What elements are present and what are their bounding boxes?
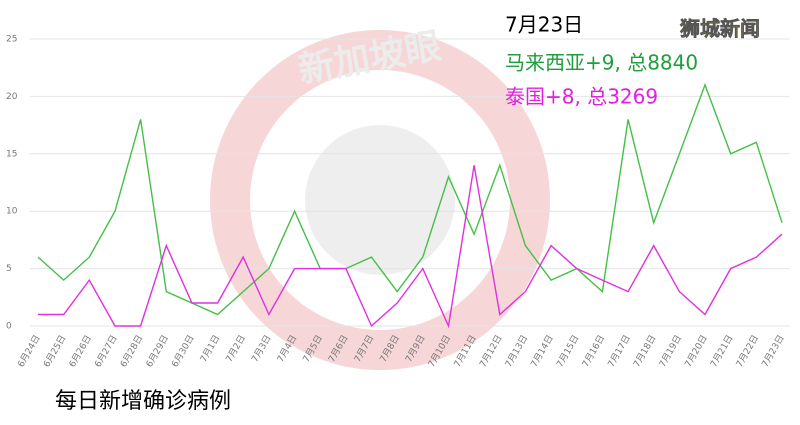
y-tick-label: 0 <box>6 322 12 332</box>
y-tick-label: 10 <box>6 207 18 217</box>
x-tick-label: 7月23日 <box>760 333 787 369</box>
x-tick-label: 7月18日 <box>631 333 658 369</box>
annotation: 7月23日 <box>505 13 583 37</box>
annotation: 马来西亚+9, 总8840 <box>505 51 698 75</box>
y-tick-label: 25 <box>6 35 17 45</box>
watermark-ring <box>210 30 550 370</box>
x-tick-label: 6月25日 <box>41 333 68 369</box>
y-tick-label: 20 <box>6 92 18 102</box>
x-tick-label: 7月13日 <box>503 333 530 369</box>
annotation: 泰国+8, 总3269 <box>505 85 658 109</box>
series-line <box>38 165 783 329</box>
x-tick-label: 7月21日 <box>708 333 735 369</box>
x-tick-label: 7月2日 <box>224 333 248 364</box>
x-tick-label: 6月24日 <box>16 333 43 369</box>
x-tick-label: 7月1日 <box>198 333 222 364</box>
x-tick-label: 6月30日 <box>170 333 197 369</box>
x-tick-label: 7月17日 <box>606 333 633 369</box>
x-tick-label: 7月20日 <box>683 333 710 369</box>
x-tick-label: 7月16日 <box>580 333 607 369</box>
x-tick-label: 7月19日 <box>657 333 684 369</box>
y-tick-label: 5 <box>6 264 12 274</box>
x-tick-label: 7月22日 <box>734 333 761 369</box>
watermark-disc <box>305 125 455 275</box>
y-tick-label: 15 <box>6 149 17 159</box>
chart-title: 每日新增确诊病例 <box>55 389 231 414</box>
x-tick-label: 7月12日 <box>477 333 504 369</box>
x-tick-label: 6月27日 <box>93 333 120 369</box>
x-tick-label: 7月14日 <box>529 333 556 369</box>
x-tick-label: 7月15日 <box>554 333 581 369</box>
x-tick-label: 6月28日 <box>118 333 145 369</box>
series-line <box>37 82 783 316</box>
x-tick-label: 7月4日 <box>275 333 299 364</box>
logo: 狮城新闻 <box>680 17 760 41</box>
x-tick-label: 7月3日 <box>249 333 273 364</box>
x-tick-label: 6月29日 <box>144 333 171 369</box>
x-tick-label: 6月26日 <box>67 333 94 369</box>
